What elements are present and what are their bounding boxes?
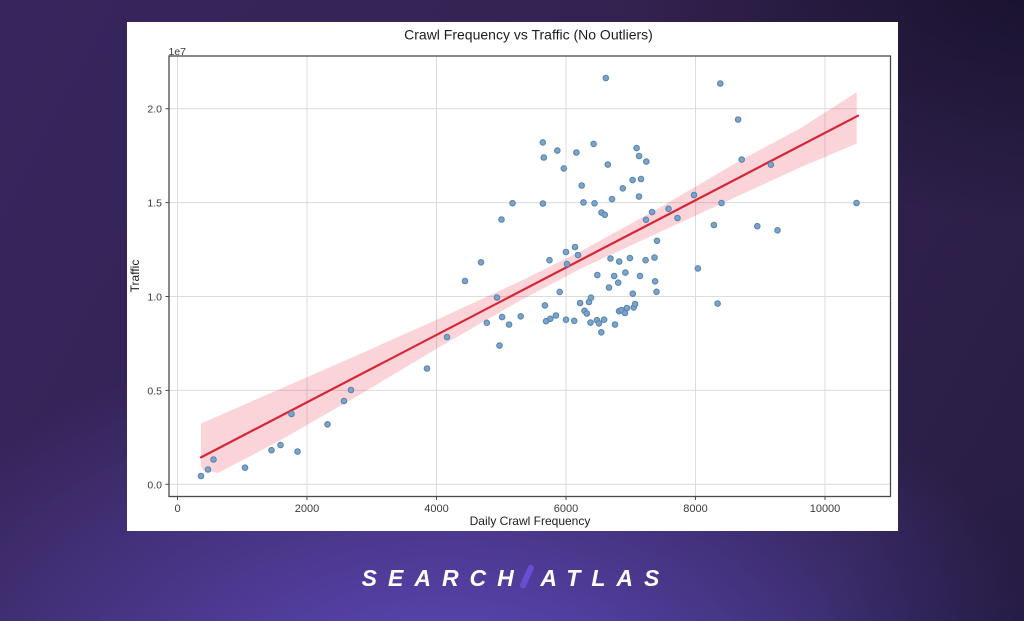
svg-text:Traffic: Traffic	[128, 260, 142, 293]
svg-text:0: 0	[174, 503, 180, 515]
svg-text:10000: 10000	[810, 503, 841, 515]
svg-text:1e7: 1e7	[169, 46, 187, 58]
svg-text:Daily Crawl Frequency: Daily Crawl Frequency	[470, 514, 591, 528]
svg-text:1.0: 1.0	[147, 292, 162, 304]
svg-text:6000: 6000	[554, 503, 578, 515]
svg-text:0.0: 0.0	[147, 479, 162, 491]
svg-text:8000: 8000	[683, 503, 707, 515]
svg-text:2000: 2000	[295, 503, 319, 515]
svg-text:1.5: 1.5	[147, 198, 162, 210]
svg-text:Crawl Frequency vs Traffic (No: Crawl Frequency vs Traffic (No Outliers)	[404, 27, 653, 43]
svg-text:0.5: 0.5	[147, 385, 162, 397]
svg-text:2.0: 2.0	[147, 104, 162, 116]
svg-text:4000: 4000	[424, 503, 448, 515]
